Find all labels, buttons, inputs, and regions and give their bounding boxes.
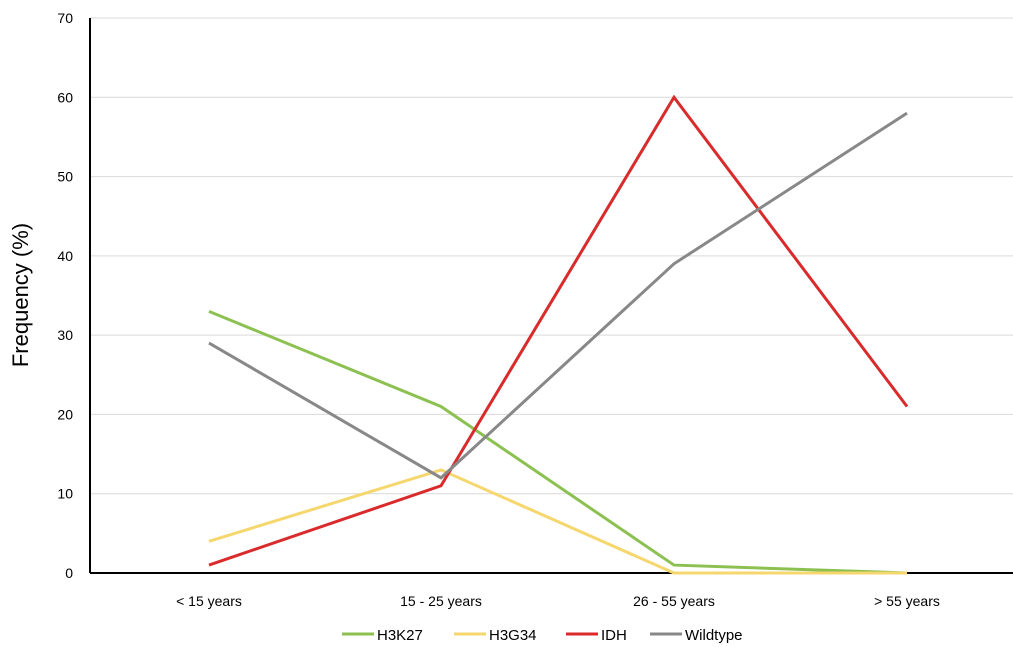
x-tick-label: > 55 years <box>874 593 940 609</box>
series-line-h3k27 <box>208 309 908 575</box>
x-tick-label: < 15 years <box>176 593 242 609</box>
y-tick-label: 50 <box>57 169 73 185</box>
x-tick-label: 26 - 55 years <box>633 593 715 609</box>
series-lines <box>208 94 909 575</box>
axes <box>89 18 1013 574</box>
legend-label: H3K27 <box>377 627 423 644</box>
y-tick-label: 30 <box>57 327 73 343</box>
y-tick-labels: 0 10 20 30 40 50 60 70 <box>57 10 73 581</box>
y-tick-label: 60 <box>57 89 73 105</box>
y-tick-label: 0 <box>65 565 73 581</box>
y-tick-label: 40 <box>57 248 73 264</box>
series-line-idh <box>208 94 909 567</box>
y-tick-label: 70 <box>57 10 73 26</box>
x-tick-labels: < 15 years 15 - 25 years 26 - 55 years > 55… <box>176 593 940 609</box>
series-line-wildtype <box>208 111 908 480</box>
legend-label: IDH <box>601 627 627 644</box>
gridlines <box>90 17 1013 495</box>
x-tick-label: 15 - 25 years <box>400 593 482 609</box>
legend-label: H3G34 <box>489 627 537 644</box>
legend-item-h3g34: H3G34 <box>454 627 537 644</box>
y-tick-label: 20 <box>57 406 73 422</box>
legend-item-h3k27: H3K27 <box>342 627 423 644</box>
legend-item-wildtype: Wildtype <box>650 627 743 644</box>
y-axis-label: Frequency (%) <box>8 223 33 367</box>
y-tick-label: 10 <box>57 486 73 502</box>
series-line-h3g34 <box>208 468 907 575</box>
legend-item-idh: IDH <box>566 627 627 644</box>
legend: H3K27 H3G34 IDH Wildtype <box>342 627 743 644</box>
legend-label: Wildtype <box>685 627 743 644</box>
